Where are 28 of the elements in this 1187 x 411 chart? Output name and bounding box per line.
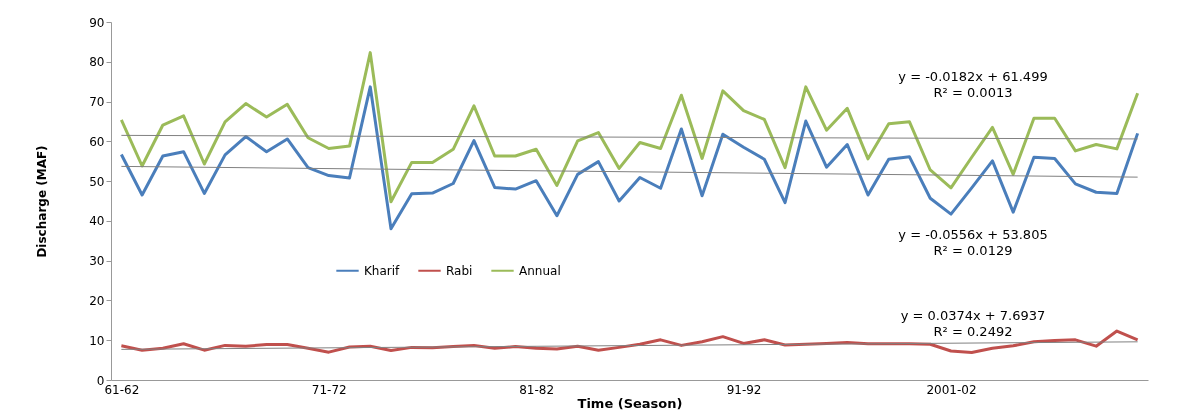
y-tick-label: 80 <box>89 55 105 70</box>
y-tick-label: 90 <box>89 15 105 30</box>
legend-label: Annual <box>519 263 561 278</box>
x-tick-label: 61-62 <box>104 382 140 397</box>
y-tick-label: 70 <box>89 95 105 110</box>
y-tick-label: 60 <box>89 134 105 149</box>
y-tick-label: 40 <box>89 214 105 229</box>
y-tick-label: 0 <box>96 373 105 388</box>
x-tick-label: 91-92 <box>726 382 762 397</box>
line-series <box>119 51 1140 204</box>
x-tick-label: 71-72 <box>311 382 347 397</box>
x-tick-label: 81-82 <box>519 382 555 397</box>
annotation: y = -0.0182x + 61.499 <box>898 69 1048 84</box>
y-axis-title: Discharge (MAF) <box>35 145 50 258</box>
x-tick-label: 2001-02 <box>926 382 977 397</box>
legend-label: Rabi <box>446 263 473 278</box>
y-tick-label: 50 <box>89 174 105 189</box>
legend-label: Kharif <box>364 263 401 278</box>
annotation: R² = 0.0129 <box>933 243 1013 258</box>
x-axis-title: Time (Season) <box>577 395 683 411</box>
y-tick-label: 30 <box>89 254 105 269</box>
annotation: y = 0.0374x + 7.6937 <box>900 308 1046 323</box>
line-series <box>119 85 1140 231</box>
annotation: y = -0.0556x + 53.805 <box>898 227 1048 242</box>
y-tick-label: 20 <box>89 293 105 308</box>
annotation: R² = 0.0013 <box>933 85 1013 100</box>
annotation: R² = 0.2492 <box>933 324 1013 339</box>
y-tick-label: 10 <box>89 333 105 348</box>
